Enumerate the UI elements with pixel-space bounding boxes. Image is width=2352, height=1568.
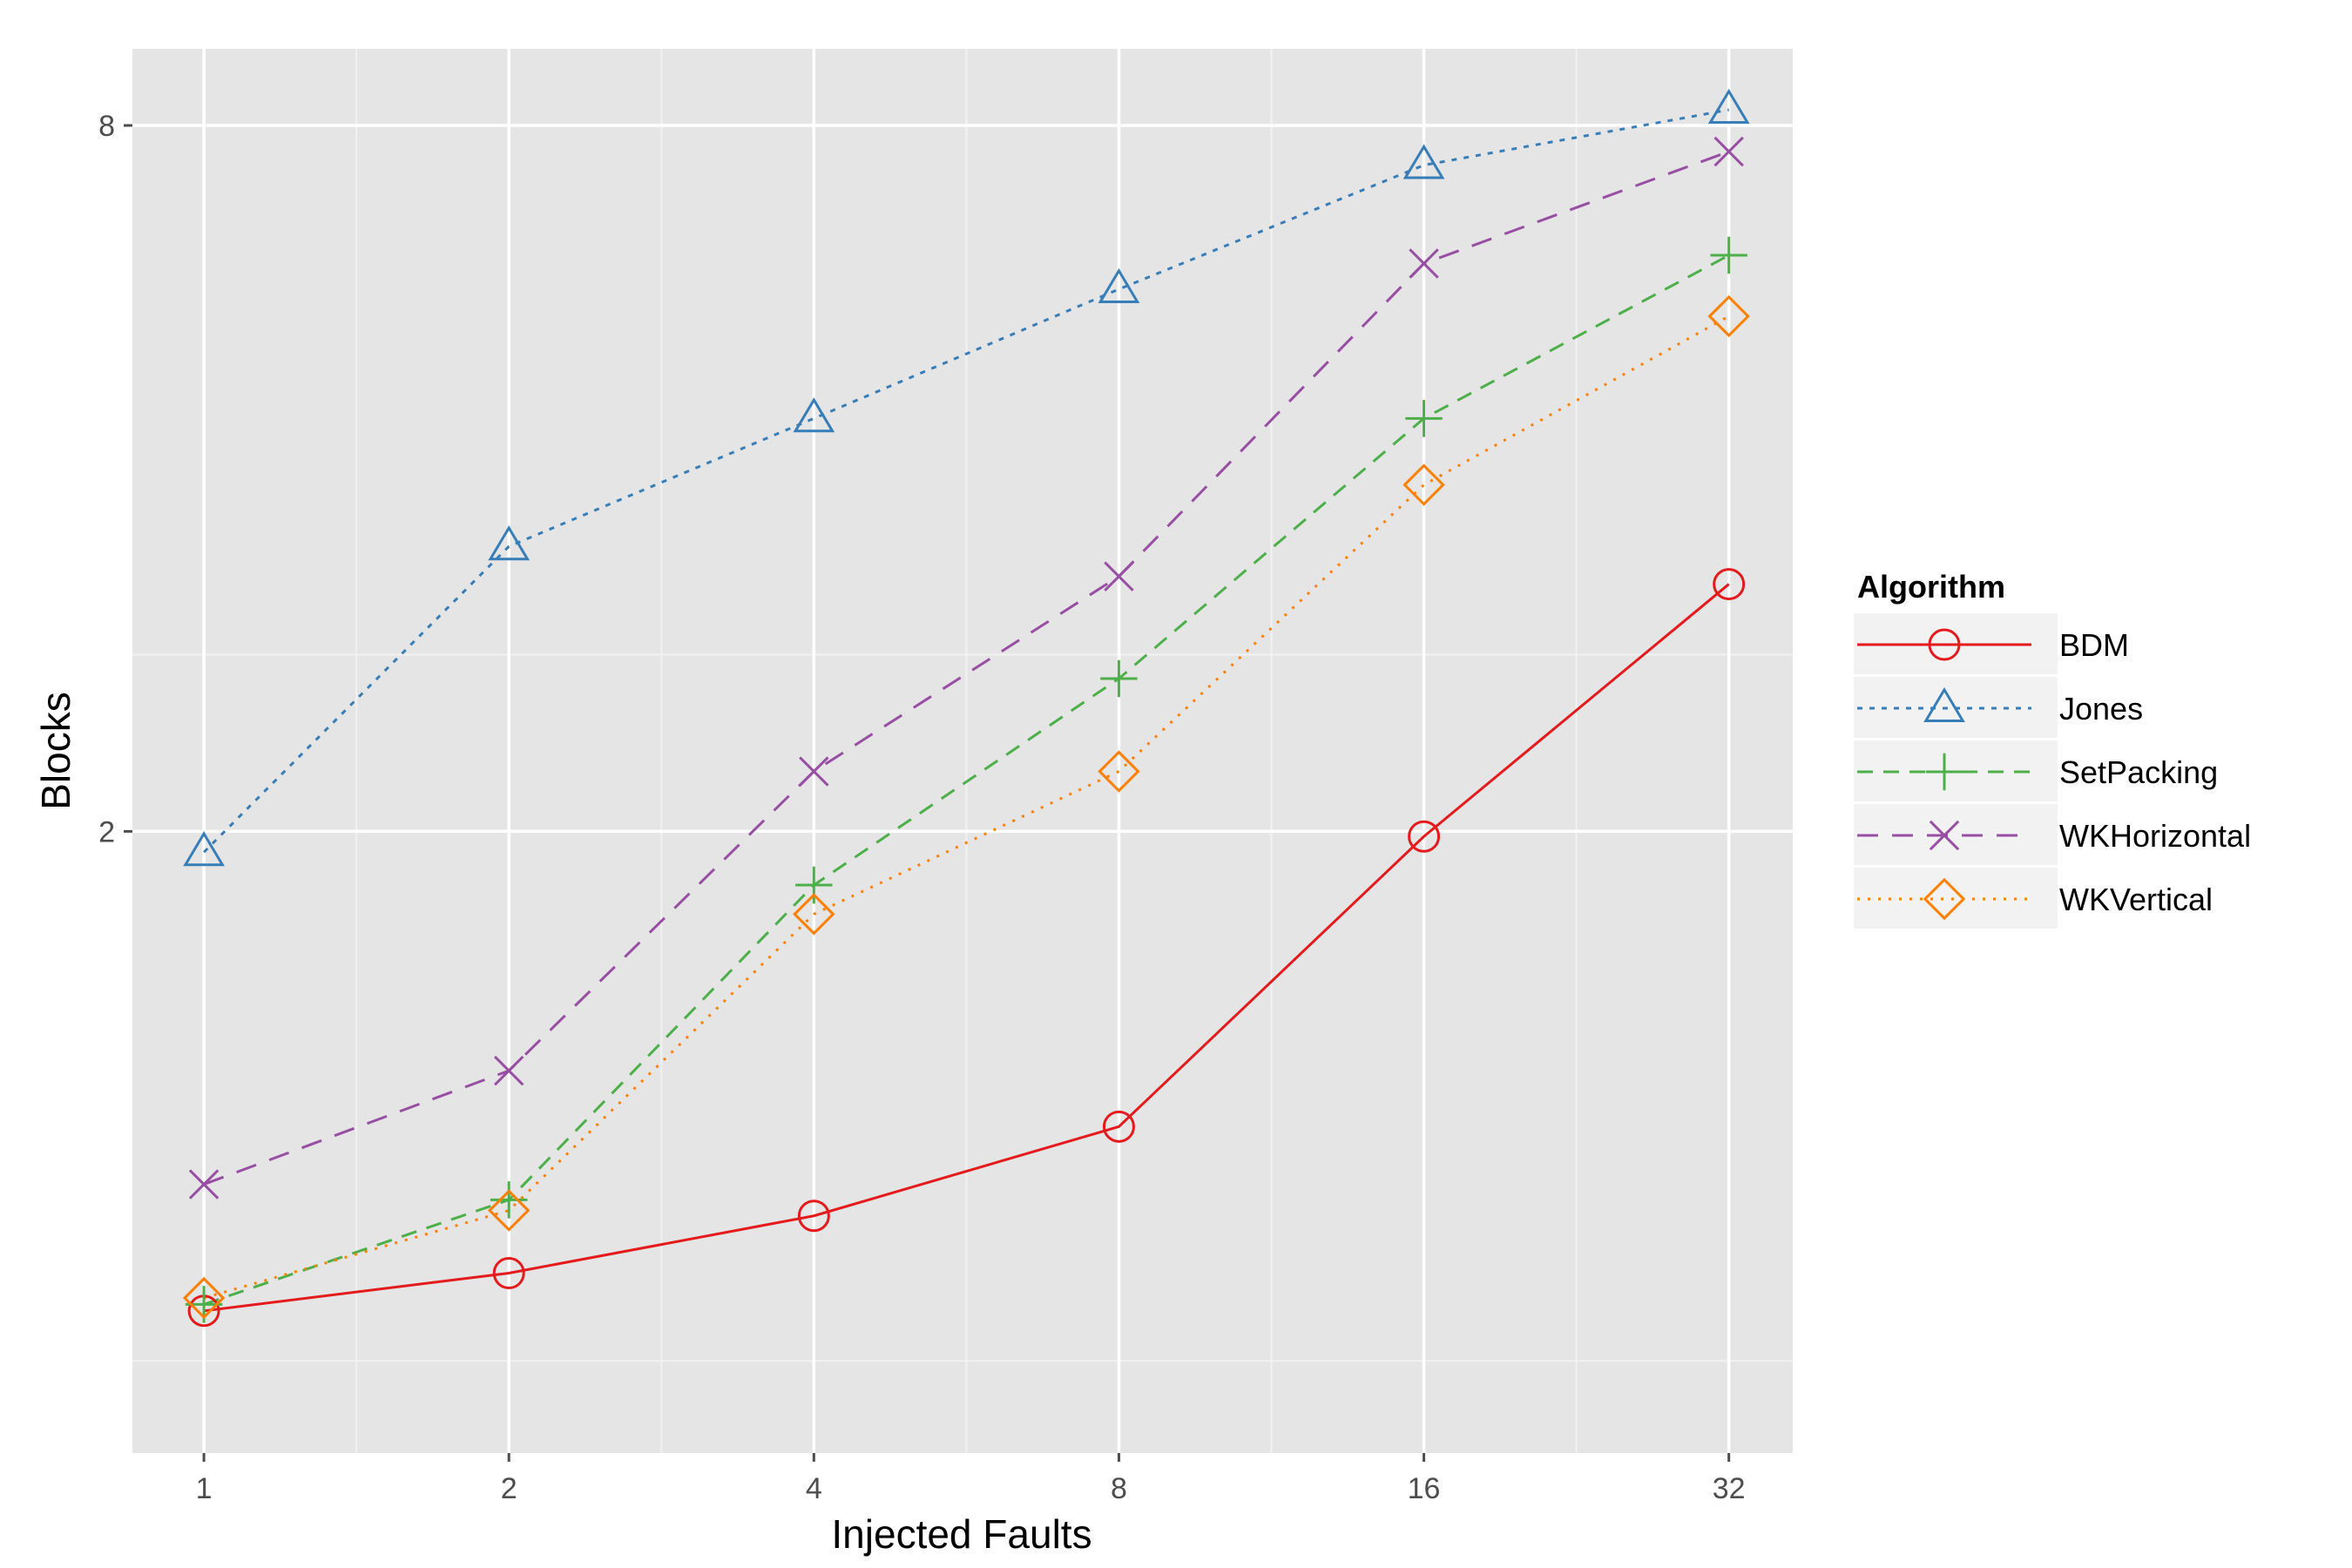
series-line-setpacking bbox=[203, 253, 1730, 1306]
data-point-setpacking bbox=[795, 866, 833, 904]
data-point-setpacking bbox=[1405, 400, 1443, 437]
x-tick-labels: 1 2 4 8 16 32 bbox=[196, 1472, 1746, 1505]
x-tick-label: 2 bbox=[501, 1472, 517, 1505]
legend-key-wkhorizontal bbox=[1854, 804, 2058, 865]
x-tick-label: 8 bbox=[1111, 1472, 1127, 1505]
x-tick-label: 16 bbox=[1408, 1472, 1441, 1505]
series-line-bdm bbox=[203, 583, 1730, 1313]
legend-label-wkhorizontal: WKHorizontal bbox=[2059, 818, 2251, 854]
data-point-setpacking bbox=[1100, 659, 1138, 698]
data-point-wkvertical bbox=[1402, 463, 1445, 506]
data-point-setpacking bbox=[490, 1181, 528, 1219]
data-point-jones bbox=[1098, 267, 1140, 303]
legend: Algorithm BDM Jones SetPacking WKHorizontal… bbox=[1854, 569, 2251, 929]
data-point-bdm bbox=[1408, 820, 1441, 853]
series-points bbox=[182, 88, 1750, 1328]
data-point-wkhorizontal bbox=[1409, 248, 1439, 279]
data-point-wkhorizontal bbox=[493, 1055, 524, 1086]
data-point-wkhorizontal bbox=[1713, 136, 1744, 167]
x-tick-label: 32 bbox=[1713, 1472, 1746, 1505]
data-point-wkhorizontal bbox=[188, 1169, 220, 1200]
legend-marker-setpacking bbox=[1925, 753, 1963, 791]
y-tick-label: 8 bbox=[98, 110, 115, 143]
legend-title: Algorithm bbox=[1857, 569, 2005, 605]
data-point-wkhorizontal bbox=[799, 756, 829, 787]
legend-marker-jones bbox=[1923, 686, 1965, 722]
data-point-wkvertical bbox=[1098, 750, 1140, 793]
x-tick-label: 4 bbox=[806, 1472, 822, 1505]
data-point-bdm bbox=[1713, 568, 1746, 601]
data-point-wkvertical bbox=[487, 1189, 531, 1232]
minor-gridlines bbox=[132, 49, 1793, 1453]
y-tick-label: 2 bbox=[98, 815, 115, 848]
data-point-setpacking bbox=[1710, 236, 1747, 274]
data-point-bdm bbox=[797, 1200, 830, 1233]
data-point-bdm bbox=[1102, 1110, 1135, 1143]
x-tick-label: 1 bbox=[196, 1472, 213, 1505]
plot-panel bbox=[132, 49, 1793, 1453]
y-tick-labels: 28 bbox=[98, 110, 115, 848]
axis-ticks bbox=[124, 124, 1731, 1462]
legend-marker-wkvertical bbox=[1923, 877, 1966, 921]
data-point-jones bbox=[183, 831, 225, 867]
series-line-wkhorizontal bbox=[203, 150, 1730, 1186]
legend-marker-wkhorizontal bbox=[1929, 820, 1960, 851]
x-axis-title: Injected Faults bbox=[831, 1511, 1092, 1557]
series-line-jones bbox=[203, 108, 1729, 854]
data-point-wkhorizontal bbox=[1104, 561, 1134, 591]
data-point-wkvertical bbox=[793, 893, 835, 936]
data-point-jones bbox=[488, 525, 531, 561]
legend-label-jones: Jones bbox=[2059, 691, 2143, 727]
data-point-wkvertical bbox=[182, 1276, 226, 1320]
data-point-jones bbox=[793, 397, 835, 433]
series-line-wkvertical bbox=[203, 314, 1730, 1300]
data-point-wkvertical bbox=[1707, 294, 1750, 338]
legend-label-bdm: BDM bbox=[2059, 627, 2129, 663]
data-point-jones bbox=[1402, 144, 1445, 179]
series-lines bbox=[203, 108, 1730, 1313]
y-axis-title: Blocks bbox=[33, 692, 78, 809]
data-point-jones bbox=[1707, 88, 1750, 124]
data-point-bdm bbox=[492, 1256, 525, 1289]
legend-marker-bdm bbox=[1928, 628, 1961, 661]
legend-label-wkvertical: WKVertical bbox=[2059, 882, 2213, 917]
legend-key-wkvertical bbox=[1854, 868, 2058, 929]
legend-label-setpacking: SetPacking bbox=[2059, 754, 2218, 790]
